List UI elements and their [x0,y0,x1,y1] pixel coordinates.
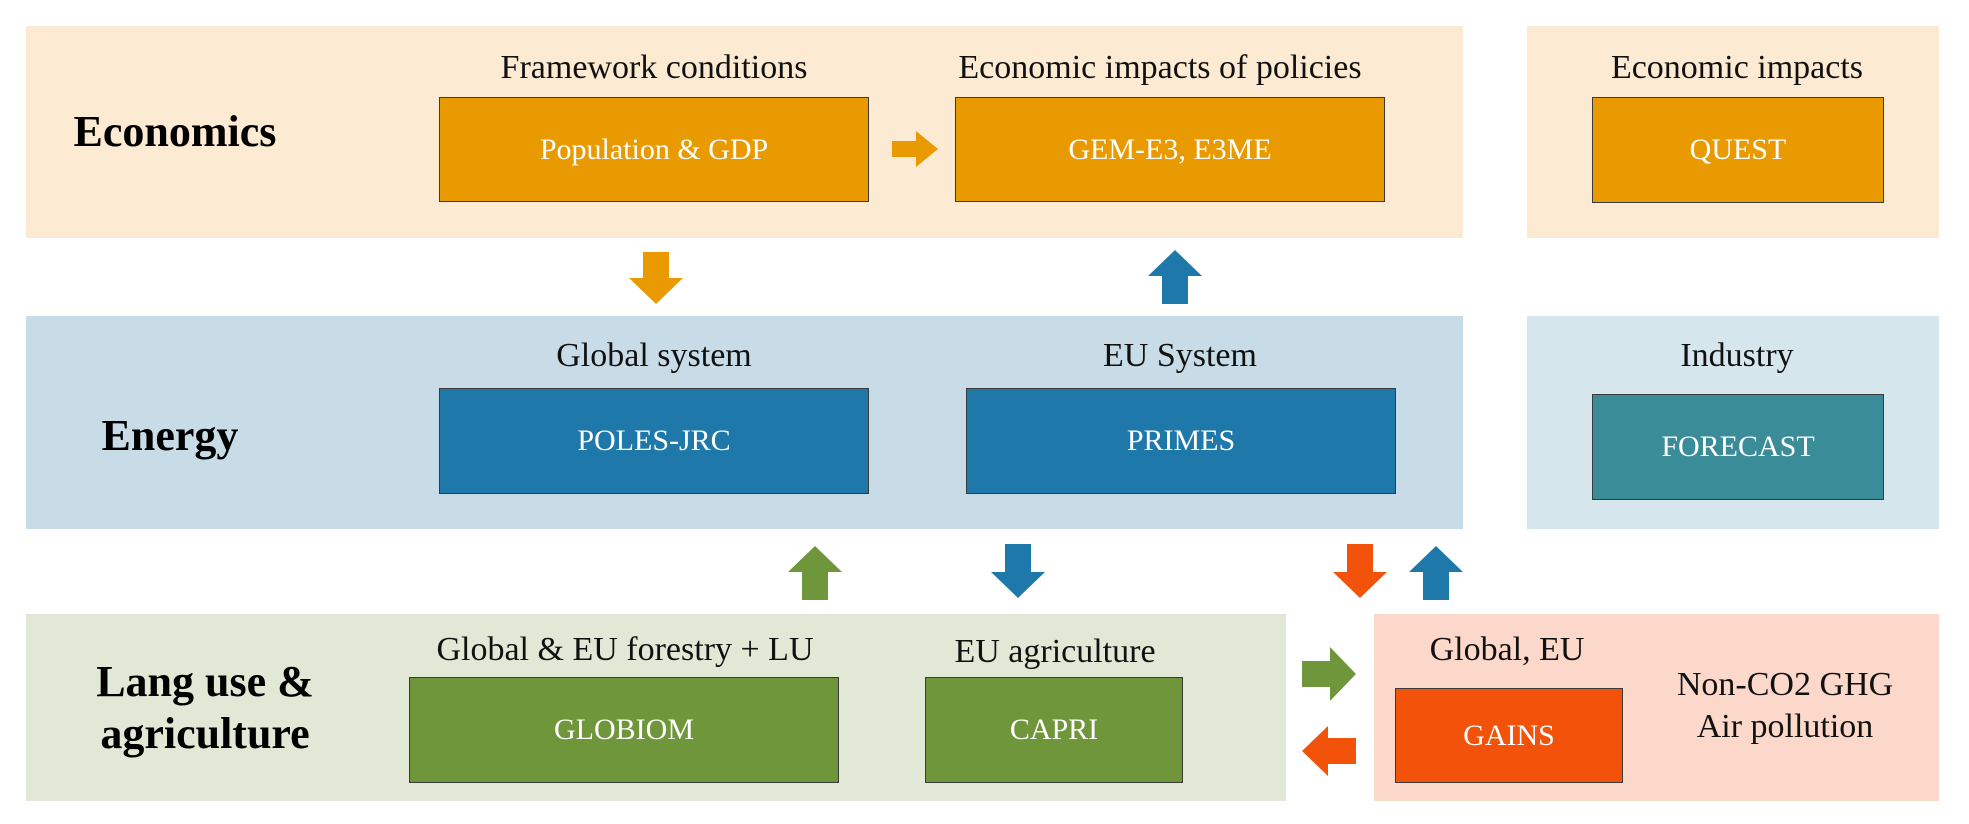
section-label-land-line1: Lang use & [96,657,314,706]
gains-side-line1: Non-CO2 GHG [1676,666,1894,703]
heading-global-system: Global system [556,337,752,374]
section-label-land-use: Lang use & agriculture [60,656,350,760]
model-forecast[interactable]: FORECAST [1592,394,1884,500]
model-globiom[interactable]: GLOBIOM [409,677,839,783]
heading-forestry: Global & EU forestry + LU [436,631,814,668]
heading-global-eu: Global, EU [1429,631,1585,668]
gains-side-line2: Air pollution [1696,708,1874,745]
arrow-right-green-icon [1302,647,1356,701]
arrow-up-blue-icon [1148,250,1202,304]
arrow-down-blue-icon [991,544,1045,598]
heading-economic-impacts-of-policies: Economic impacts of policies [958,49,1362,86]
model-gem-e3-e3me[interactable]: GEM-E3, E3ME [955,97,1385,202]
heading-industry: Industry [1680,337,1794,374]
section-label-land-line2: agriculture [100,709,310,758]
model-primes[interactable]: PRIMES [966,388,1396,494]
arrow-left-red-icon [1302,726,1356,776]
section-label-energy: Energy [101,411,239,460]
arrow-down-orange-icon [629,252,683,304]
model-gains[interactable]: GAINS [1395,688,1623,783]
arrow-up-green-icon [788,546,842,600]
heading-framework-conditions: Framework conditions [500,49,808,86]
model-poles-jrc[interactable]: POLES-JRC [439,388,869,494]
model-quest[interactable]: QUEST [1592,97,1884,203]
model-population-gdp[interactable]: Population & GDP [439,97,869,202]
heading-eu-system: EU System [1103,337,1257,374]
arrow-right-orange-icon [892,131,938,167]
arrow-down-red-icon [1333,544,1387,598]
heading-economic-impacts: Economic impacts [1610,49,1864,86]
section-label-economics: Economics [73,107,277,156]
gains-side-text: Non-CO2 GHG Air pollution [1640,664,1930,748]
model-capri[interactable]: CAPRI [925,677,1183,783]
arrow-up-blue-2-icon [1409,546,1463,600]
heading-eu-agriculture: EU agriculture [954,633,1156,670]
